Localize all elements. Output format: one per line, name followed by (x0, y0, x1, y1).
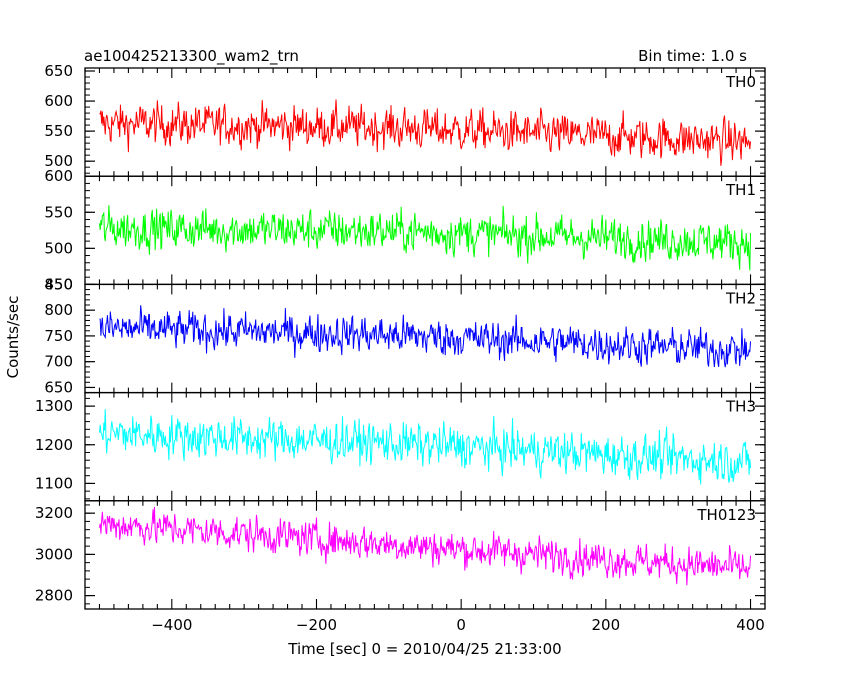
panel-th1: 450 500 550 600 TH1 (44, 167, 766, 293)
panel-th3: 1100 1200 1300 TH3 (35, 391, 766, 502)
panel-name-label: TH3 (725, 398, 756, 416)
y-tick-label: 550 (44, 203, 73, 221)
y-tick-label: 700 (44, 353, 73, 371)
y-tick-label: 600 (44, 167, 73, 185)
y-tick-label: 550 (44, 122, 73, 140)
series-th0-line (99, 99, 752, 166)
y-tick-label: 850 (44, 275, 73, 293)
panel-th2: 650 700 750 800 850 TH2 (44, 275, 766, 396)
series-th1-line (98, 205, 752, 271)
y-tick-label: 1200 (35, 436, 73, 454)
x-tick-label: 400 (736, 616, 765, 634)
y-tick-label: 1100 (35, 474, 73, 492)
panel-name-label: TH0 (725, 73, 756, 91)
panel-name-label: TH1 (725, 181, 756, 199)
panel-frame (84, 391, 766, 502)
panel-name-label: TH2 (725, 289, 756, 307)
x-axis-label: Time [sec] 0 = 2010/04/25 21:33:00 (287, 640, 561, 658)
panel-frame (84, 500, 766, 610)
x-tick-label: −400 (151, 616, 192, 634)
y-tick-label: 650 (44, 62, 73, 80)
y-tick-label: 3000 (35, 545, 73, 563)
panel-name-label: TH0123 (696, 506, 756, 524)
x-tick-label: −200 (296, 616, 337, 634)
y-tick-label: 3200 (35, 504, 73, 522)
series-th3-line (98, 409, 752, 485)
y-tick-label: 750 (44, 327, 73, 345)
panel-th0: 500 550 600 650 TH0 (44, 62, 766, 177)
x-tick-label: 0 (456, 616, 466, 634)
y-tick-label: 600 (44, 92, 73, 110)
panels-group: 500 550 600 650 TH0 450 500 550 600 TH1 650 700 750 8… (35, 62, 766, 634)
y-tick-label: 800 (44, 301, 73, 319)
y-tick-label: 650 (44, 378, 73, 396)
y-tick-label: 450 (44, 275, 73, 293)
series-th0123-line (98, 506, 752, 586)
x-tick-label: 200 (592, 616, 621, 634)
series-th2-line (99, 305, 752, 368)
panel-th0123: 2800 3000 3200 TH0123 (35, 500, 766, 610)
y-tick-label: 500 (44, 239, 73, 257)
chart-title: ae100425213300_wam2_trn (84, 47, 299, 66)
y-tick-label: 500 (44, 152, 73, 170)
bin-time-label: Bin time: 1.0 s (638, 47, 747, 65)
y-tick-label: 1300 (35, 397, 73, 415)
y-tick-label: 2800 (35, 587, 73, 605)
y-axis-label: Counts/sec (4, 296, 22, 379)
